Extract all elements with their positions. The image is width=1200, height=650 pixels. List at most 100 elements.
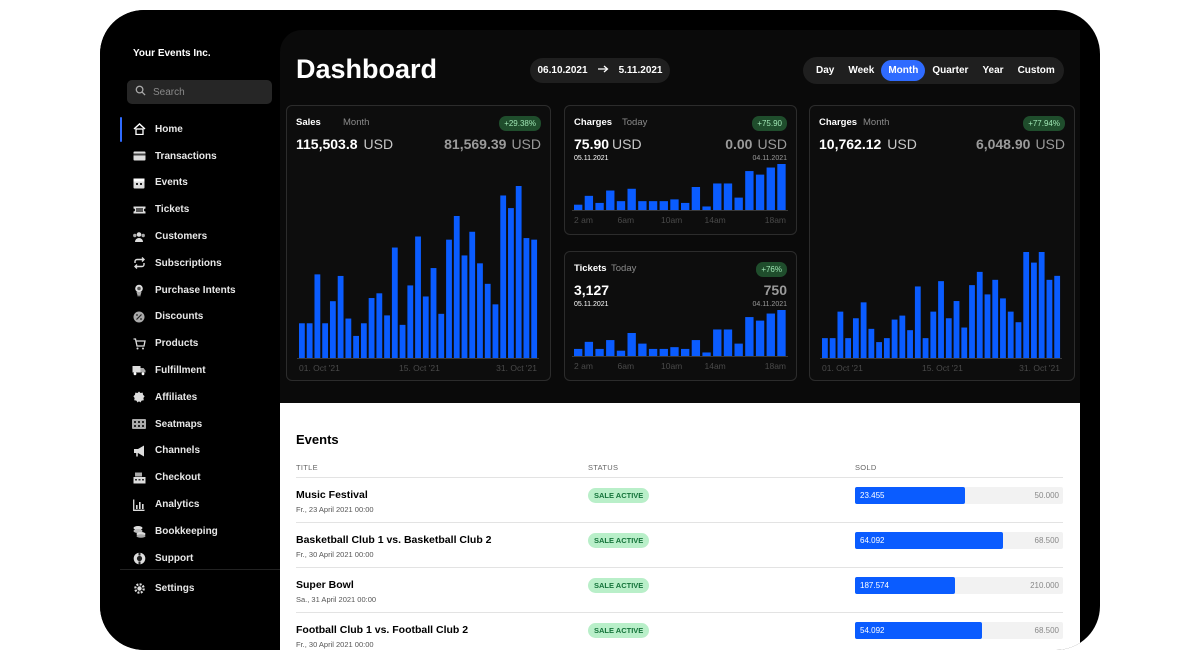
- sidebar-item-home[interactable]: Home: [100, 116, 280, 143]
- chart-bar[interactable]: [766, 167, 775, 210]
- chart-bar[interactable]: [734, 343, 743, 356]
- chart-bar[interactable]: [1007, 311, 1014, 359]
- chart-bar[interactable]: [670, 199, 679, 210]
- chart-bar[interactable]: [1015, 322, 1022, 358]
- chart-bar[interactable]: [627, 188, 636, 210]
- chart-bar[interactable]: [453, 215, 460, 358]
- chart-bar[interactable]: [860, 302, 867, 358]
- search-box[interactable]: [127, 80, 272, 104]
- chart-bar[interactable]: [766, 313, 775, 356]
- chart-bar[interactable]: [1031, 262, 1037, 358]
- chart-bar[interactable]: [922, 338, 929, 359]
- date-range-picker[interactable]: 06.10.2021 5.11.2021: [530, 58, 670, 83]
- chart-bar[interactable]: [477, 263, 483, 358]
- chart-bar[interactable]: [670, 347, 679, 356]
- chart-bar[interactable]: [415, 236, 421, 359]
- chart-bar[interactable]: [938, 281, 944, 358]
- sidebar-item-fulfillment[interactable]: Fulfillment: [100, 357, 280, 384]
- chart-bar[interactable]: [523, 238, 530, 358]
- sidebar-item-transactions[interactable]: Transactions: [100, 143, 280, 170]
- sidebar-item-tickets[interactable]: Tickets: [100, 196, 280, 223]
- sidebar-item-subscriptions[interactable]: Subscriptions: [100, 250, 280, 277]
- chart-bar[interactable]: [899, 315, 906, 358]
- column-header-status[interactable]: STATUS: [588, 463, 619, 472]
- chart-bar[interactable]: [648, 201, 658, 210]
- chart-bar[interactable]: [438, 313, 445, 358]
- column-header-title[interactable]: TITLE: [296, 463, 318, 472]
- chart-bar[interactable]: [852, 318, 859, 358]
- chart-bar[interactable]: [777, 164, 786, 210]
- chart-bar[interactable]: [723, 183, 733, 210]
- chart-bar[interactable]: [777, 310, 786, 356]
- sidebar-item-support[interactable]: Support: [100, 545, 280, 572]
- chart-bar[interactable]: [627, 333, 636, 356]
- event-name[interactable]: Basketball Club 1 vs. Basketball Club 2: [296, 534, 492, 546]
- chart-bar[interactable]: [837, 311, 844, 359]
- chart-bar[interactable]: [891, 319, 898, 358]
- chart-bar[interactable]: [584, 341, 594, 356]
- chart-bar[interactable]: [681, 348, 690, 356]
- sales-card[interactable]: Sales Month +29.38% 115,503.8 USD 81,569.…: [286, 105, 551, 381]
- chart-bar[interactable]: [384, 315, 390, 358]
- event-name[interactable]: Music Festival: [296, 489, 368, 501]
- chart-bar[interactable]: [648, 348, 658, 356]
- sidebar-item-discounts[interactable]: Discounts: [100, 304, 280, 331]
- chart-bar[interactable]: [876, 342, 882, 358]
- chart-bar[interactable]: [976, 271, 983, 359]
- chart-bar[interactable]: [484, 283, 491, 358]
- chart-bar[interactable]: [508, 208, 514, 358]
- chart-bar[interactable]: [713, 183, 722, 210]
- search-input[interactable]: [153, 86, 263, 98]
- column-header-sold[interactable]: SOLD: [855, 463, 877, 472]
- chart-bar[interactable]: [422, 296, 429, 358]
- chart-bar[interactable]: [1054, 275, 1061, 358]
- chart-bar[interactable]: [992, 279, 999, 358]
- chart-bar[interactable]: [306, 323, 313, 358]
- chart-bar[interactable]: [1000, 298, 1006, 359]
- chart-bar[interactable]: [353, 335, 359, 358]
- sidebar-item-channels[interactable]: Channels: [100, 438, 280, 465]
- chart-bar[interactable]: [407, 285, 414, 358]
- chart-bar[interactable]: [745, 171, 754, 210]
- sidebar-item-seatmaps[interactable]: Seatmaps: [100, 411, 280, 438]
- table-row[interactable]: Super Bowl Sa., 31 April 2021 00:00 SALE A…: [296, 568, 1063, 613]
- chart-bar[interactable]: [461, 255, 468, 358]
- chart-bar[interactable]: [399, 324, 406, 358]
- chart-bar[interactable]: [1038, 252, 1045, 358]
- period-week-button[interactable]: Week: [848, 65, 875, 76]
- sidebar-item-analytics[interactable]: Analytics: [100, 491, 280, 518]
- event-name[interactable]: Football Club 1 vs. Football Club 2: [296, 624, 469, 636]
- chart-bar[interactable]: [953, 301, 960, 358]
- chart-bar[interactable]: [606, 340, 615, 356]
- period-year-button[interactable]: Year: [982, 65, 1004, 76]
- chart-bar[interactable]: [691, 187, 701, 210]
- chart-bar[interactable]: [391, 247, 398, 358]
- chart-bar[interactable]: [755, 320, 765, 356]
- chart-bar[interactable]: [515, 186, 522, 358]
- chart-bar[interactable]: [616, 201, 626, 210]
- chart-bar[interactable]: [446, 239, 452, 358]
- period-day-button[interactable]: Day: [816, 65, 835, 76]
- chart-bar[interactable]: [299, 323, 305, 358]
- table-row[interactable]: Football Club 1 vs. Football Club 2 Fr., …: [296, 613, 1063, 650]
- chart-bar[interactable]: [1046, 279, 1053, 358]
- chart-bar[interactable]: [574, 204, 583, 210]
- sidebar-item-settings[interactable]: Settings: [100, 576, 280, 603]
- charges-today-card[interactable]: Charges Today +75.90 75.90 USD 0.00 USD 05…: [564, 105, 797, 235]
- chart-bar[interactable]: [638, 343, 647, 356]
- chart-bar[interactable]: [329, 301, 336, 358]
- chart-bar[interactable]: [606, 190, 615, 210]
- chart-bar[interactable]: [595, 202, 604, 210]
- chart-bar[interactable]: [845, 338, 852, 359]
- chart-bar[interactable]: [574, 348, 583, 356]
- chart-bar[interactable]: [500, 195, 507, 358]
- chart-bar[interactable]: [1023, 252, 1030, 358]
- chart-bar[interactable]: [322, 323, 329, 358]
- sidebar-item-bookkeeping[interactable]: Bookkeeping: [100, 518, 280, 545]
- tickets-card[interactable]: Tickets Today +76% 3,127 750 05.11.2021 …: [564, 251, 797, 381]
- chart-bar[interactable]: [430, 268, 437, 358]
- chart-bar[interactable]: [345, 318, 352, 358]
- chart-bar[interactable]: [376, 293, 383, 358]
- chart-bar[interactable]: [337, 275, 344, 358]
- chart-bar[interactable]: [713, 329, 722, 356]
